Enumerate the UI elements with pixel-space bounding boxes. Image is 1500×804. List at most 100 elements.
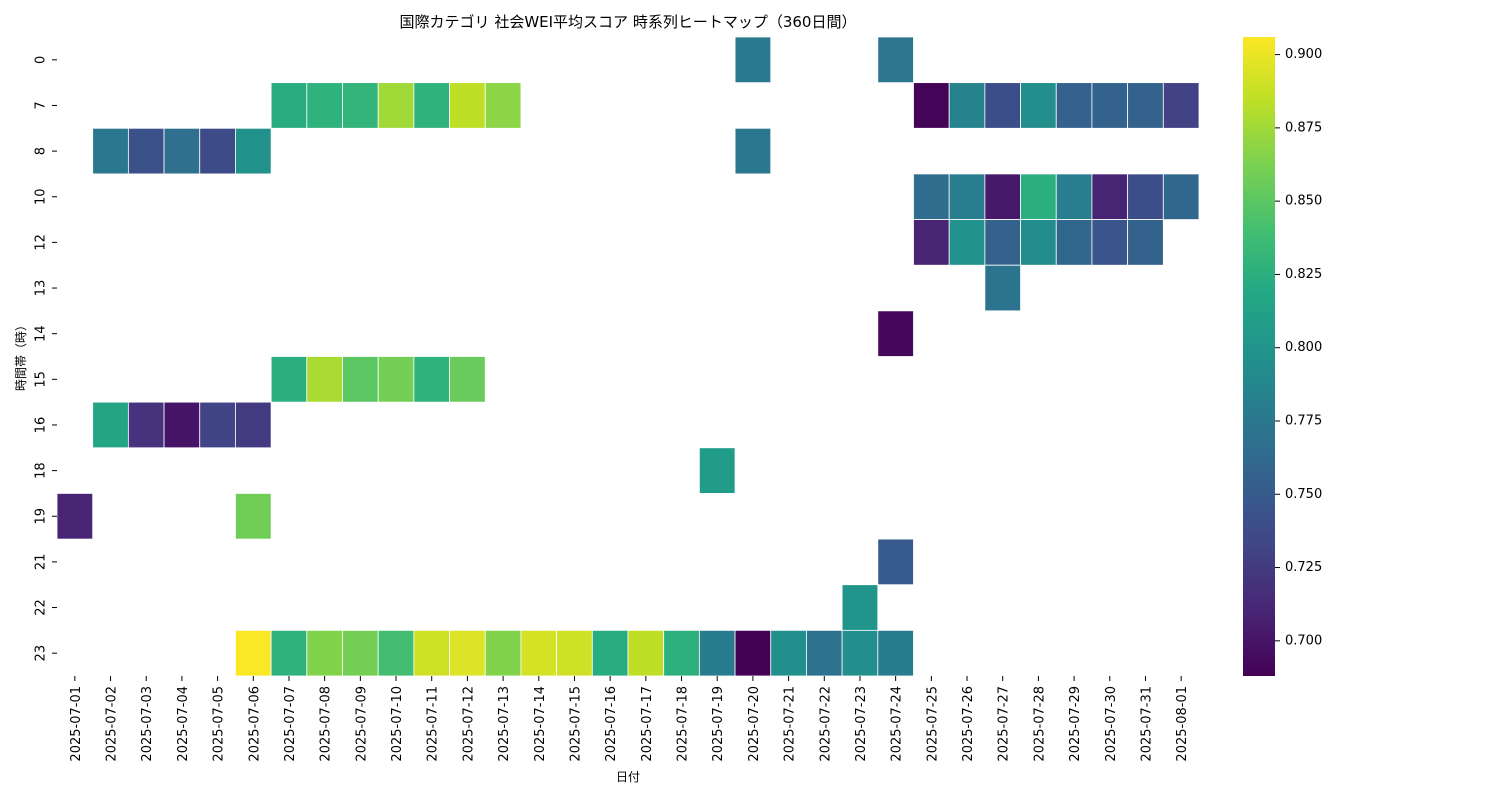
x-tick-label: 2025-07-27 xyxy=(997,686,1012,762)
heatmap-cells xyxy=(56,36,1200,677)
heatmap-cell xyxy=(413,82,450,129)
heatmap-cell xyxy=(591,629,629,677)
heatmap-cell xyxy=(984,264,1021,312)
x-tick-label: 2025-07-31 xyxy=(1139,686,1154,762)
x-tick-label: 2025-07-24 xyxy=(890,686,905,762)
x-tick-label: 2025-07-10 xyxy=(390,686,405,762)
x-tick-label: 2025-07-11 xyxy=(426,686,441,762)
heatmap-cell xyxy=(306,356,343,403)
heatmap-cell xyxy=(734,36,772,84)
colorbar-tick-label: 0.825 xyxy=(1285,267,1322,282)
heatmap-cell xyxy=(520,629,558,677)
y-tick-label: 19 xyxy=(34,508,49,525)
heatmap-cell xyxy=(342,82,379,129)
colorbar-tick-label: 0.750 xyxy=(1285,487,1322,502)
heatmap-cell xyxy=(770,629,807,677)
heatmap-cell xyxy=(913,82,950,129)
heatmap-cell xyxy=(1020,219,1057,266)
heatmap-cell xyxy=(1055,82,1093,129)
x-tick-label: 2025-07-29 xyxy=(1068,686,1083,762)
heatmap-cell xyxy=(806,629,843,677)
heatmap-cell xyxy=(449,356,486,403)
heatmap-cell xyxy=(734,629,772,677)
heatmap-cell xyxy=(270,629,308,677)
heatmap-cell xyxy=(984,82,1021,129)
heatmap-cell xyxy=(56,493,94,540)
heatmap-cell xyxy=(1127,219,1164,266)
heatmap-cell xyxy=(984,173,1021,220)
x-tick-label: 2025-07-08 xyxy=(319,686,334,762)
x-tick-label: 2025-07-16 xyxy=(604,686,619,762)
heatmap-cell xyxy=(1162,173,1200,220)
x-tick-label: 2025-07-13 xyxy=(497,686,512,762)
y-tick-label: 8 xyxy=(34,147,49,155)
x-tick-label: 2025-07-22 xyxy=(818,686,833,762)
x-tick-label: 2025-07-21 xyxy=(783,686,798,762)
heatmap-cell xyxy=(235,401,272,449)
heatmap-cell xyxy=(984,219,1021,266)
colorbar-ticks: 0.700 0.725 0.750 0.775 0.800 0.825 0.850 0.875… xyxy=(1275,47,1322,648)
x-tick-label: 2025-07-28 xyxy=(1032,686,1047,762)
heatmap-cell xyxy=(413,356,450,403)
colorbar-tick-label: 0.700 xyxy=(1285,633,1322,648)
heatmap-cell xyxy=(877,538,914,586)
heatmap-cell xyxy=(342,629,379,677)
y-axis-label: 時間帯（時） xyxy=(14,319,28,391)
heatmap-cell xyxy=(698,629,736,677)
heatmap-cell xyxy=(163,401,201,449)
x-tick-label: 2025-07-09 xyxy=(354,686,369,762)
x-tick-label: 2025-07-12 xyxy=(461,686,476,762)
x-tick-label: 2025-07-23 xyxy=(854,686,869,762)
heatmap-cell xyxy=(1091,219,1129,266)
colorbar-tick-label: 0.850 xyxy=(1285,194,1322,209)
heatmap-cell xyxy=(377,82,415,129)
x-tick-label: 2025-07-25 xyxy=(925,686,940,762)
heatmap-cell xyxy=(948,219,986,266)
colorbar xyxy=(1243,37,1275,676)
x-tick-label: 2025-07-02 xyxy=(105,686,120,762)
x-tick-label: 2025-07-14 xyxy=(533,686,548,762)
colorbar-tick-label: 0.900 xyxy=(1285,47,1322,62)
heatmap-cell xyxy=(235,493,272,540)
heatmap-cell xyxy=(484,629,522,677)
y-tick-label: 15 xyxy=(34,371,49,388)
heatmap-cell xyxy=(449,82,486,129)
heatmap-cell xyxy=(663,629,700,677)
heatmap-cell xyxy=(877,36,914,84)
heatmap-cell xyxy=(413,629,450,677)
x-tick-label: 2025-07-17 xyxy=(640,686,655,762)
y-tick-label: 13 xyxy=(34,280,49,297)
heatmap-cell xyxy=(1091,82,1129,129)
heatmap-cell xyxy=(235,127,272,175)
y-tick-label: 22 xyxy=(34,599,49,616)
heatmap-cell xyxy=(270,356,308,403)
x-tick-label: 2025-07-18 xyxy=(676,686,691,762)
y-tick-label: 14 xyxy=(34,325,49,342)
chart-title: 国際カテゴリ 社会WEI平均スコア 時系列ヒートマップ（360日間） xyxy=(400,13,857,31)
colorbar-tick-label: 0.725 xyxy=(1285,560,1322,575)
heatmap-cell xyxy=(92,127,129,175)
heatmap-cell xyxy=(877,310,914,357)
x-tick-label: 2025-08-01 xyxy=(1175,686,1190,762)
x-tick-label: 2025-07-30 xyxy=(1104,686,1119,762)
x-tick-label: 2025-07-03 xyxy=(140,686,155,762)
y-tick-label: 10 xyxy=(34,188,49,205)
x-tick-label: 2025-07-20 xyxy=(747,686,762,762)
heatmap-cell xyxy=(342,356,379,403)
heatmap-cell xyxy=(449,629,486,677)
heatmap-cell xyxy=(199,401,236,449)
heatmap-cell xyxy=(841,629,879,677)
heatmap-cell xyxy=(913,219,950,266)
y-tick-label: 7 xyxy=(34,101,49,109)
y-tick-label: 21 xyxy=(34,554,49,571)
x-tick-label: 2025-07-07 xyxy=(283,686,298,762)
colorbar-tick-label: 0.800 xyxy=(1285,340,1322,355)
heatmap-cell xyxy=(698,447,736,494)
heatmap-cell xyxy=(877,629,914,677)
y-tick-label: 16 xyxy=(34,417,49,434)
heatmap-cell xyxy=(948,173,986,220)
heatmap-cell xyxy=(306,629,343,677)
heatmap-cell xyxy=(377,356,415,403)
